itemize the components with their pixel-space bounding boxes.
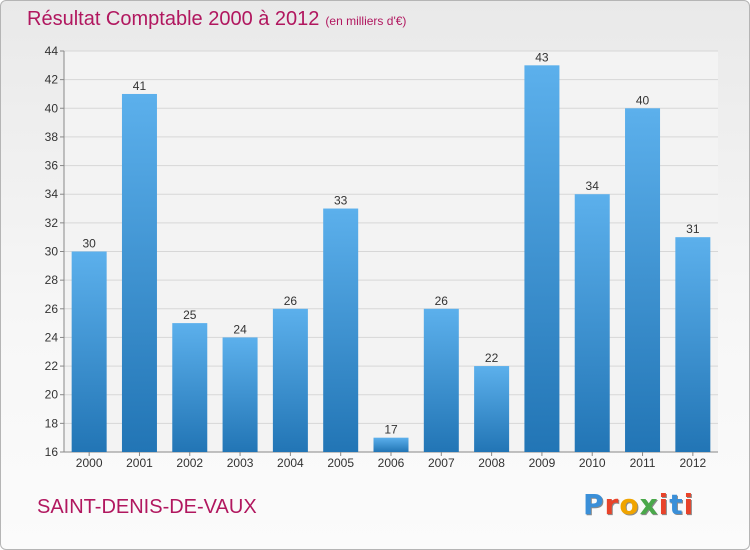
value-label: 30 bbox=[82, 237, 96, 251]
y-tick-label: 34 bbox=[45, 187, 59, 201]
unit-note: (en milliers d'€) bbox=[325, 14, 407, 28]
y-tick-label: 28 bbox=[45, 273, 59, 287]
bar bbox=[675, 237, 711, 452]
value-label: 24 bbox=[233, 322, 247, 336]
y-tick-label: 38 bbox=[45, 130, 59, 144]
value-label: 17 bbox=[384, 423, 398, 437]
y-tick-label: 40 bbox=[45, 101, 59, 115]
x-tick-label: 2012 bbox=[679, 456, 706, 470]
x-tick-label: 2000 bbox=[76, 456, 103, 470]
x-tick-label: 2002 bbox=[176, 456, 203, 470]
bar bbox=[121, 93, 157, 452]
value-label: 40 bbox=[636, 93, 650, 107]
logo-letter: r bbox=[604, 488, 620, 521]
logo-letter: i bbox=[683, 488, 695, 521]
y-tick-label: 42 bbox=[45, 73, 59, 87]
bar bbox=[474, 366, 510, 452]
y-tick-label: 44 bbox=[45, 44, 59, 58]
place-name: SAINT-DENIS-DE-VAUX bbox=[37, 496, 257, 518]
value-label: 26 bbox=[435, 294, 449, 308]
value-label: 33 bbox=[334, 194, 348, 208]
y-tick-label: 20 bbox=[45, 388, 59, 402]
logo-letter: x bbox=[639, 488, 659, 521]
logo-letter: i bbox=[658, 488, 670, 521]
logo-letter: o bbox=[619, 488, 640, 521]
x-tick-label: 2010 bbox=[579, 456, 606, 470]
title-text: Résultat Comptable 2000 à 2012 bbox=[27, 8, 320, 30]
bar bbox=[423, 308, 459, 452]
proxiti-logo: Proxiti bbox=[583, 488, 694, 521]
value-label: 31 bbox=[686, 222, 700, 236]
y-tick-label: 26 bbox=[45, 302, 59, 316]
bar bbox=[71, 251, 107, 452]
x-tick-label: 2006 bbox=[378, 456, 405, 470]
bar bbox=[625, 108, 661, 453]
x-tick-label: 2007 bbox=[428, 456, 455, 470]
bar bbox=[172, 323, 208, 452]
bar bbox=[222, 337, 258, 452]
y-tick-label: 36 bbox=[45, 159, 59, 173]
y-tick-label: 16 bbox=[45, 445, 59, 459]
y-tick-label: 24 bbox=[45, 330, 59, 344]
y-tick-label: 18 bbox=[45, 416, 59, 430]
bar bbox=[373, 437, 409, 452]
y-tick-label: 22 bbox=[45, 359, 59, 373]
y-tick-label: 30 bbox=[45, 245, 59, 259]
x-tick-label: 2005 bbox=[327, 456, 354, 470]
x-tick-label: 2008 bbox=[478, 456, 505, 470]
bar bbox=[272, 308, 308, 452]
value-label: 34 bbox=[586, 179, 600, 193]
value-label: 25 bbox=[183, 308, 197, 322]
value-label: 22 bbox=[485, 351, 499, 365]
value-label: 41 bbox=[133, 79, 147, 93]
x-tick-label: 2009 bbox=[529, 456, 556, 470]
y-tick-label: 32 bbox=[45, 216, 59, 230]
logo-letter: t bbox=[669, 488, 684, 521]
x-tick-label: 2003 bbox=[227, 456, 254, 470]
bar bbox=[524, 65, 560, 453]
x-tick-label: 2011 bbox=[630, 456, 656, 470]
bar bbox=[323, 208, 359, 452]
x-tick-label: 2001 bbox=[126, 456, 153, 470]
x-tick-label: 2004 bbox=[277, 456, 304, 470]
logo-letter: P bbox=[583, 488, 605, 521]
value-label: 26 bbox=[284, 294, 298, 308]
value-label: 43 bbox=[535, 50, 549, 64]
bar bbox=[574, 194, 610, 452]
chart-title: Résultat Comptable 2000 à 2012 (en millie… bbox=[27, 8, 406, 31]
